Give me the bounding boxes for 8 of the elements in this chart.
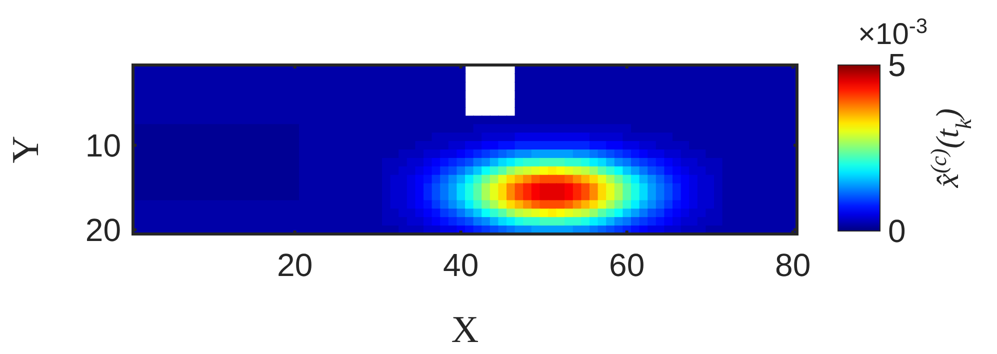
color-bar-label: 0	[888, 213, 906, 249]
y-axis-title: Y	[5, 136, 47, 164]
x-axis-title: X	[451, 309, 479, 351]
x-tick-label: 40	[443, 247, 479, 283]
x-tick-label: 80	[775, 247, 811, 283]
x-tick-label: 60	[609, 247, 645, 283]
x-tick-label: 20	[277, 247, 313, 283]
y-tick-label: 10	[85, 127, 121, 164]
